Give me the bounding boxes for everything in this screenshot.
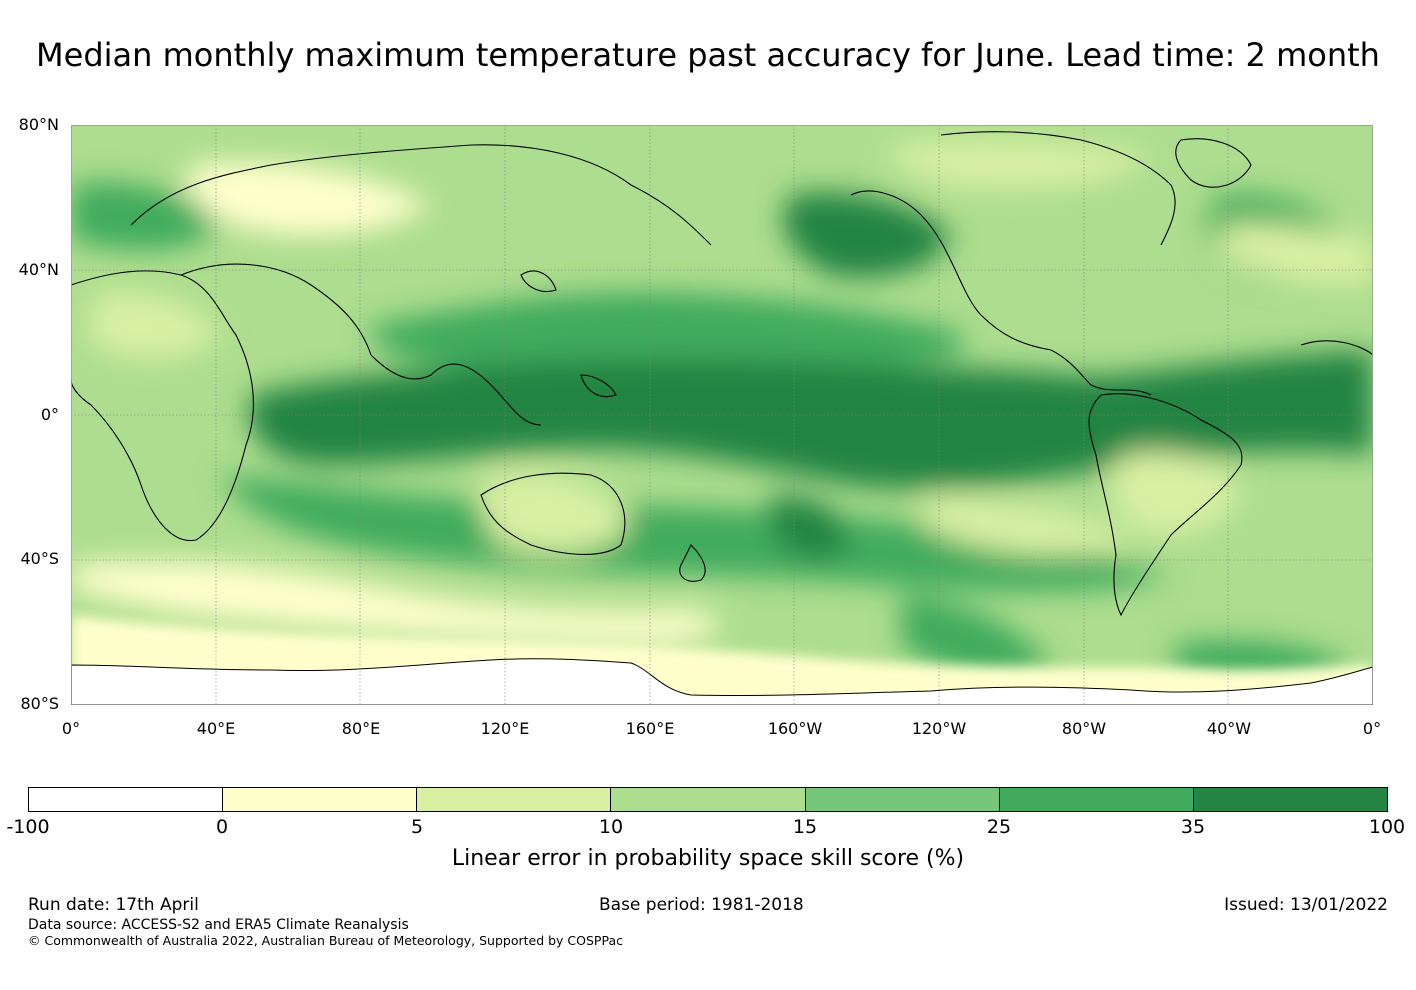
- lon-label: 40°W: [1206, 719, 1252, 738]
- lat-label: 40°S: [20, 549, 59, 568]
- colorbar-label: Linear error in probability space skill …: [451, 846, 965, 871]
- colorbar-tick: 0: [215, 816, 229, 838]
- issued-date: Issued: 13/01/2022: [1224, 895, 1388, 915]
- data-source: Data source: ACCESS-S2 and ERA5 Climate …: [28, 917, 409, 933]
- colorbar-tick: 25: [986, 816, 1012, 838]
- colorbar-tick: 15: [792, 816, 818, 838]
- lon-label: 80°E: [341, 719, 381, 738]
- lat-label: 0°: [40, 405, 59, 424]
- colorbar-tick: 35: [1180, 816, 1206, 838]
- lon-label: 0°: [1362, 719, 1382, 738]
- graticule: [71, 125, 1373, 705]
- lon-label: 120°W: [911, 719, 967, 738]
- lat-label: 80°S: [20, 694, 59, 713]
- colorbar-tick: -100: [6, 816, 50, 838]
- lon-label: 80°W: [1061, 719, 1107, 738]
- colorbar-segment: [417, 788, 612, 811]
- lon-label: 40°E: [196, 719, 236, 738]
- antarctica: [71, 658, 1373, 705]
- colorbar: [28, 787, 1388, 812]
- lat-label: 40°N: [18, 260, 59, 279]
- colorbar-tick: 5: [410, 816, 424, 838]
- lat-label: 80°N: [18, 115, 59, 134]
- lon-label: 0°: [61, 719, 81, 738]
- colorbar-segment: [999, 788, 1194, 811]
- base-period: Base period: 1981-2018: [599, 895, 804, 915]
- colorbar-tick: 100: [1368, 816, 1406, 838]
- lon-label: 160°W: [767, 719, 823, 738]
- colorbar-segment: [1193, 788, 1387, 811]
- skill-score-map: [71, 125, 1373, 705]
- colorbar-segment: [805, 788, 1000, 811]
- colorbar-segment: [223, 788, 418, 811]
- skill-fields: [71, 139, 1373, 686]
- colorbar-tick: 10: [598, 816, 624, 838]
- run-date: Run date: 17th April: [28, 895, 199, 915]
- colorbar-segment: [29, 788, 224, 811]
- colorbar-segment: [611, 788, 806, 811]
- lon-label: 120°E: [480, 719, 530, 738]
- copyright: © Commonwealth of Australia 2022, Austra…: [28, 933, 623, 948]
- page-title: Median monthly maximum temperature past …: [36, 36, 1380, 74]
- lon-label: 160°E: [625, 719, 675, 738]
- coastlines: [71, 131, 1373, 617]
